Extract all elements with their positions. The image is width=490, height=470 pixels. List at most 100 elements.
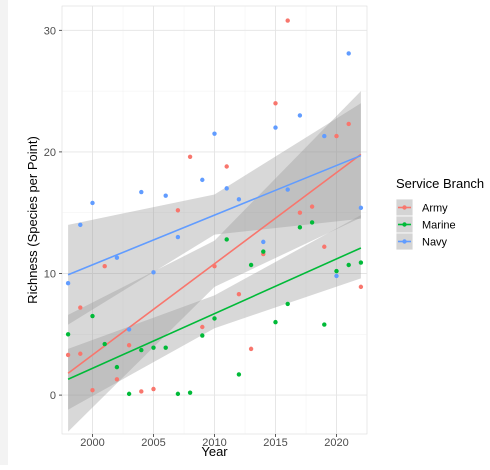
point-navy [126,327,132,332]
point-army [78,351,83,356]
point-navy [78,222,83,228]
point-marine [126,391,132,397]
point-army [65,352,71,358]
data-points [65,18,364,397]
point-army [346,121,351,127]
point-army [358,284,364,290]
point-marine [248,262,254,268]
point-navy [114,255,120,260]
trend-line-army [67,153,362,374]
legend-label-navy: Navy [422,237,448,249]
point-marine [261,249,266,254]
x-tick-label: 2015 [263,437,287,449]
point-marine [273,319,278,325]
point-army [78,305,83,310]
point-navy [334,273,339,279]
point-navy [322,133,327,139]
point-army [187,154,193,159]
point-army [151,386,156,392]
point-navy [285,187,290,192]
point-army [309,204,315,209]
legend-key-point [402,239,407,244]
point-navy [90,200,95,206]
point-marine [139,347,144,353]
legend: Service Branch Army Marine Navy [395,176,484,251]
point-army [297,210,303,215]
point-marine [151,345,156,350]
x-tick-label: 2005 [141,437,165,449]
point-navy [151,270,156,275]
point-marine [224,237,229,242]
point-navy [297,113,303,118]
point-marine [102,341,107,347]
trend-line-marine [67,247,362,381]
point-marine [297,225,303,230]
point-marine [358,260,364,265]
point-army [285,18,290,23]
grid-major [62,6,367,434]
legend-keys: Army Marine Navy [395,198,456,251]
x-tick-label: 2010 [202,437,226,449]
confidence-band-marine [68,215,361,410]
left-edge-strip [0,0,8,465]
legend-key-point [402,205,407,210]
point-army [90,388,95,393]
y-tick-label: 20 [44,147,56,159]
point-marine [212,316,217,321]
y-tick-label: 30 [44,25,56,37]
point-army [139,389,144,394]
point-army [224,164,229,169]
point-navy [200,177,205,183]
point-marine [114,364,120,370]
point-army [102,264,107,269]
point-marine [163,345,168,350]
point-marine [236,372,242,377]
point-army [236,291,242,297]
y-axis-title: Richness (Species per Point) [25,136,40,304]
point-army [200,324,205,330]
trend-line-navy [67,154,362,276]
point-navy [346,51,351,56]
point-navy [236,197,242,202]
y-axis-ticks: 0 10 20 30 [44,25,62,402]
confidence-band-navy [68,103,361,325]
point-marine [322,322,327,327]
point-marine [346,262,351,268]
legend-label-marine: Marine [422,220,456,232]
point-marine [200,333,205,338]
point-army [334,133,339,139]
point-army [126,343,132,348]
point-marine [285,301,290,307]
point-marine [334,268,339,274]
x-axis-title: Year [201,444,228,459]
point-marine [65,332,71,337]
point-navy [139,189,144,195]
point-marine [309,220,315,225]
trend-lines [67,153,362,381]
point-navy [358,205,364,211]
legend-key-point [402,222,407,227]
point-navy [224,186,229,191]
point-army [212,264,217,269]
point-navy [175,234,181,240]
point-army [322,244,327,249]
x-axis-ticks: 2000 2005 2010 2015 2020 [80,434,349,449]
y-tick-label: 0 [50,390,56,402]
point-navy [163,193,168,198]
point-navy [261,239,266,245]
point-navy [212,131,217,136]
point-marine [175,391,181,397]
point-army [175,208,181,213]
point-army [248,346,254,352]
point-navy [65,281,71,286]
x-tick-label: 2020 [324,437,348,449]
legend-title: Service Branch [396,176,484,191]
point-marine [187,390,193,395]
point-army [114,377,120,382]
point-marine [90,313,95,319]
x-tick-label: 2000 [80,437,104,449]
legend-label-army: Army [422,203,448,215]
point-army [273,101,278,106]
